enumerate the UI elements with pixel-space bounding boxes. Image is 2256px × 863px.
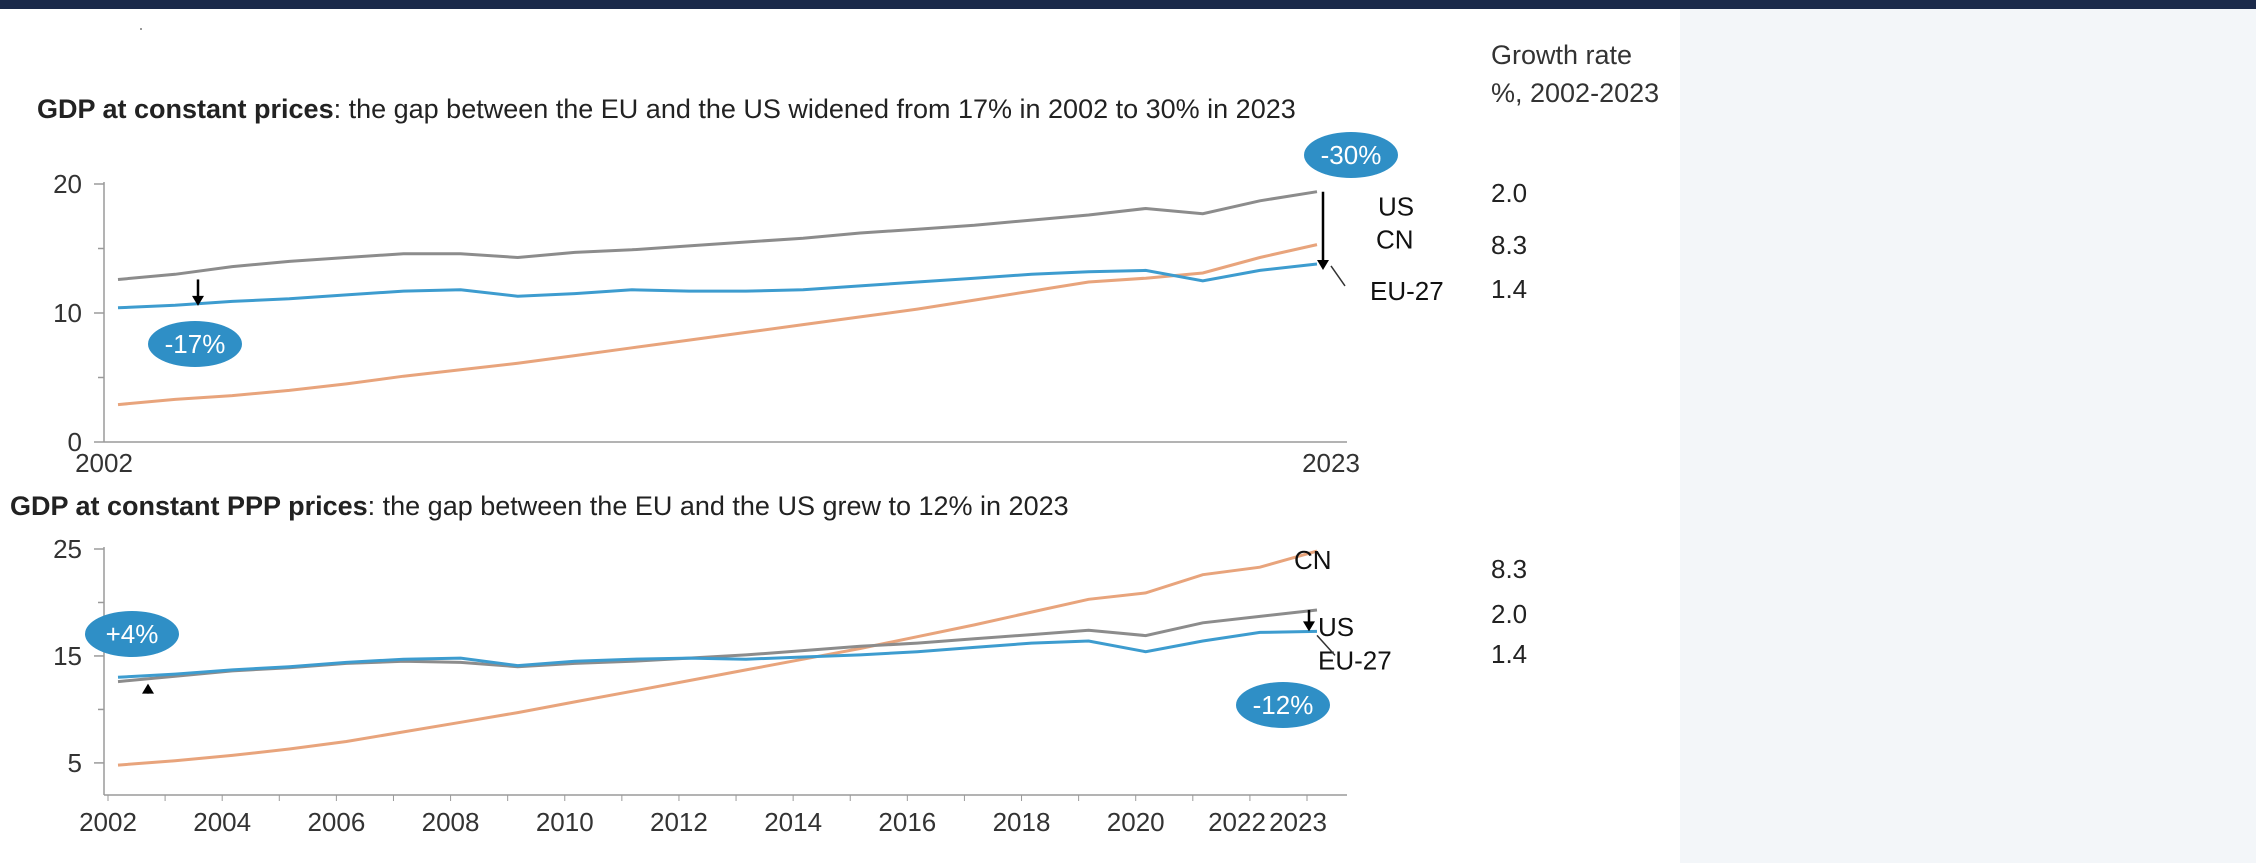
chart-2-x-tick-label: 2008 xyxy=(422,807,480,837)
chart-1-end-callout-bubble xyxy=(1304,132,1398,178)
chart-1-growth-eu-27: 1.4 xyxy=(1491,274,1527,304)
chart-2-title-bold: GDP at constant PPP prices xyxy=(10,491,368,521)
chart-2-x-tick-label: 2022 xyxy=(1208,807,1266,837)
side-panel xyxy=(1680,9,2256,863)
chart-2-x-tick-label: 2010 xyxy=(536,807,594,837)
chart-2-series-cn xyxy=(117,549,1318,767)
chart-2-x-tick-label: 2004 xyxy=(193,807,251,837)
chart-1-end-gap-arrow-head xyxy=(1317,259,1329,270)
chart-1-growth-cn: 8.3 xyxy=(1491,230,1527,260)
chart-2-end-callout-label: -12% xyxy=(1253,690,1314,720)
chart-2-title-rest: : the gap between the EU and the US grew… xyxy=(367,491,1069,521)
chart-1-series-us xyxy=(117,190,1318,281)
chart-2-start-gap-arrow-head xyxy=(142,683,154,694)
chart-1-series-cn xyxy=(117,243,1318,407)
chart-1-y-tick-label: 10 xyxy=(53,298,82,328)
chart-1-start-callout-bubble xyxy=(148,321,242,367)
chart-2-start-callout-label: +4% xyxy=(106,619,159,649)
chart-1-x-tick-label: 2002 xyxy=(75,448,133,478)
chart-2-y-tick-label: 15 xyxy=(53,641,82,671)
chart-2-eu-leader xyxy=(1316,634,1336,656)
chart-1-series-label-us: US xyxy=(1378,192,1414,222)
chart-1-title-rest: : the gap between the EU and the US wide… xyxy=(333,94,1296,124)
chart-1-title-bold: GDP at constant prices xyxy=(37,94,334,124)
chart-2-growth-us: 2.0 xyxy=(1491,599,1527,629)
chart-1-y-tick-label: 20 xyxy=(53,169,82,199)
chart-2-series-label-us: US xyxy=(1318,612,1354,642)
chart-2-x-tick-label: 2012 xyxy=(650,807,708,837)
chart-2-series-us xyxy=(117,608,1318,684)
chart-1-growth-us: 2.0 xyxy=(1491,178,1527,208)
chart-1-series-eu-27 xyxy=(117,262,1318,310)
chart-2-y-tick-label: 5 xyxy=(68,748,82,778)
chart-2-title: GDP at constant PPP prices: the gap betw… xyxy=(10,491,1069,522)
chart-2-x-tick-label: 2006 xyxy=(307,807,365,837)
chart-2-x-tick-label: 2020 xyxy=(1107,807,1165,837)
chart-2-series-label-cn: CN xyxy=(1294,545,1332,575)
chart-2-x-tick-label: 2023 xyxy=(1269,807,1327,837)
chart-2-y-tick-label: 25 xyxy=(53,534,82,564)
growth-rate-subtitle: %, 2002-2023 xyxy=(1491,78,1660,108)
chart-1-y-tick-label: 0 xyxy=(68,427,82,457)
chart-2-x-tick-label: 2014 xyxy=(764,807,822,837)
growth-rate-title: Growth rate xyxy=(1491,40,1633,70)
chart-2-x-tick-label: 2016 xyxy=(878,807,936,837)
chart-1-start-gap-arrow-head xyxy=(192,295,204,306)
stray-mark xyxy=(140,28,142,30)
chart-1-series-label-cn: CN xyxy=(1376,225,1414,255)
chart-2-growth-eu-27: 1.4 xyxy=(1491,639,1527,669)
chart-1-x-tick-label: 2023 xyxy=(1302,448,1360,478)
chart-2-series-eu-27 xyxy=(117,629,1318,679)
chart-2-x-tick-label: 2018 xyxy=(993,807,1051,837)
chart-1-start-callout-label: -17% xyxy=(165,329,226,359)
chart-1-end-callout-label: -30% xyxy=(1321,140,1382,170)
chart-1-series-label-eu-27: EU-27 xyxy=(1370,276,1444,306)
chart-2-x-tick-label: 2002 xyxy=(79,807,137,837)
chart-2-growth-cn: 8.3 xyxy=(1491,554,1527,584)
chart-2-start-callout-bubble xyxy=(85,611,179,657)
chart-1-eu-leader xyxy=(1330,265,1346,287)
chart-1-title: GDP at constant prices: the gap between … xyxy=(37,94,1296,125)
chart-2-end-gap-arrow-head xyxy=(1303,621,1315,632)
top-bar xyxy=(0,0,2256,9)
chart-2-end-callout-bubble xyxy=(1236,682,1330,728)
